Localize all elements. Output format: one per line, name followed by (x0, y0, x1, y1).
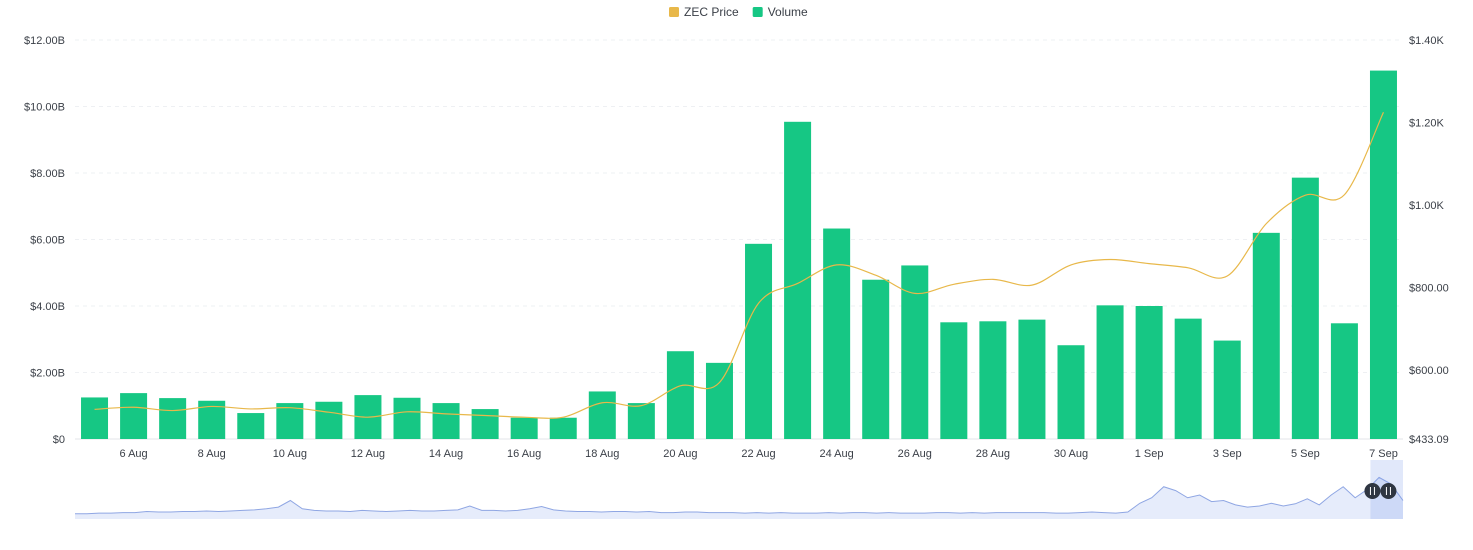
volume-bar[interactable] (120, 393, 148, 439)
volume-bar[interactable] (1096, 305, 1124, 439)
x-axis: 6 Aug 8 Aug 10 Aug 12 Aug 14 Aug 16 Aug 18 Aug… (120, 448, 1398, 460)
navigator-handle[interactable] (1380, 483, 1397, 499)
x-axis-tick-label: 1 Sep (1135, 448, 1164, 460)
x-axis-tick-label: 16 Aug (507, 448, 541, 460)
volume-bar[interactable] (588, 391, 616, 439)
volume-bar[interactable] (745, 243, 773, 439)
volume-bar[interactable] (1252, 232, 1280, 439)
left-axis-tick-label: $6.00B (30, 235, 65, 247)
volume-bar[interactable] (1135, 306, 1163, 439)
volume-bar[interactable] (315, 401, 343, 439)
right-axis-tick-label: $433.09 (1409, 434, 1449, 446)
legend[interactable]: ZEC Price Volume (669, 5, 808, 19)
volume-bar[interactable] (1018, 319, 1046, 439)
x-axis-tick-label: 20 Aug (663, 448, 697, 460)
x-axis-tick-label: 14 Aug (429, 448, 463, 460)
left-axis-tick-label: $4.00B (30, 301, 65, 313)
volume-bar[interactable] (784, 121, 812, 440)
volume-bar[interactable] (549, 417, 577, 439)
volume-bar[interactable] (1330, 323, 1358, 439)
volume-bar[interactable] (979, 321, 1007, 439)
volume-bar[interactable] (901, 265, 929, 439)
x-axis-tick-label: 10 Aug (273, 448, 307, 460)
legend-label: Volume (768, 5, 808, 19)
legend-item[interactable]: ZEC Price (669, 5, 739, 19)
volume-bar[interactable] (862, 279, 890, 439)
volume-bars[interactable] (81, 70, 1397, 440)
price-line[interactable] (94, 111, 1385, 419)
left-axis-tick-label: $0 (53, 434, 65, 446)
volume-bar[interactable] (510, 417, 538, 439)
x-axis-tick-label: 28 Aug (976, 448, 1010, 460)
volume-bar[interactable] (276, 403, 304, 439)
right-axis-tick-label: $1.40K (1409, 35, 1445, 47)
volume-bar[interactable] (940, 322, 968, 439)
left-axis-tick-label: $10.00B (24, 102, 65, 114)
price-line-path[interactable] (94, 111, 1385, 419)
volume-bar[interactable] (666, 351, 694, 439)
x-axis-tick-label: 5 Sep (1291, 448, 1320, 460)
legend-swatch (669, 7, 679, 17)
x-axis-tick-label: 26 Aug (898, 448, 932, 460)
left-y-axis: $0 $2.00B $4.00B $6.00B $8.00B $10.00B $12.00B (24, 35, 65, 446)
right-axis-tick-label: $1.20K (1409, 118, 1445, 130)
grid-lines (75, 39, 1403, 440)
legend-label: ZEC Price (684, 5, 739, 19)
x-axis-tick-label: 18 Aug (585, 448, 619, 460)
volume-bar[interactable] (1369, 70, 1397, 439)
left-axis-tick-label: $8.00B (30, 168, 65, 180)
x-axis-tick-label: 24 Aug (820, 448, 854, 460)
right-axis-tick-label: $800.00 (1409, 283, 1449, 295)
volume-bar[interactable] (471, 409, 499, 439)
volume-bar[interactable] (823, 228, 851, 439)
range-navigator[interactable] (75, 460, 1404, 519)
right-y-axis: $433.09 $600.00 $800.00 $1.00K $1.20K $1.40K (1409, 35, 1449, 446)
x-axis-tick-label: 8 Aug (198, 448, 226, 460)
x-axis-tick-label: 3 Sep (1213, 448, 1242, 460)
x-axis-tick-label: 7 Sep (1369, 448, 1398, 460)
volume-bar[interactable] (1213, 340, 1241, 439)
navigator-area (75, 477, 1403, 519)
volume-bar[interactable] (627, 403, 655, 439)
x-axis-tick-label: 6 Aug (120, 448, 148, 460)
legend-item[interactable]: Volume (752, 5, 808, 19)
volume-bar[interactable] (432, 403, 460, 439)
left-axis-tick-label: $12.00B (24, 35, 65, 47)
volume-bar[interactable] (159, 398, 187, 439)
x-axis-tick-label: 22 Aug (741, 448, 775, 460)
navigator-handle[interactable] (1364, 483, 1381, 499)
volume-bar[interactable] (1174, 318, 1202, 439)
volume-bar[interactable] (393, 397, 421, 439)
x-axis-tick-label: 12 Aug (351, 448, 385, 460)
volume-bar[interactable] (705, 362, 733, 439)
left-axis-tick-label: $2.00B (30, 368, 65, 380)
right-axis-tick-label: $600.00 (1409, 365, 1449, 377)
volume-bar[interactable] (1057, 345, 1085, 439)
volume-bar[interactable] (1291, 177, 1319, 439)
right-axis-tick-label: $1.00K (1409, 200, 1445, 212)
navigator-line (75, 476, 1404, 515)
x-axis-tick-label: 30 Aug (1054, 448, 1088, 460)
legend-swatch (752, 7, 763, 17)
volume-bar[interactable] (81, 397, 109, 439)
volume-bar[interactable] (237, 413, 265, 439)
